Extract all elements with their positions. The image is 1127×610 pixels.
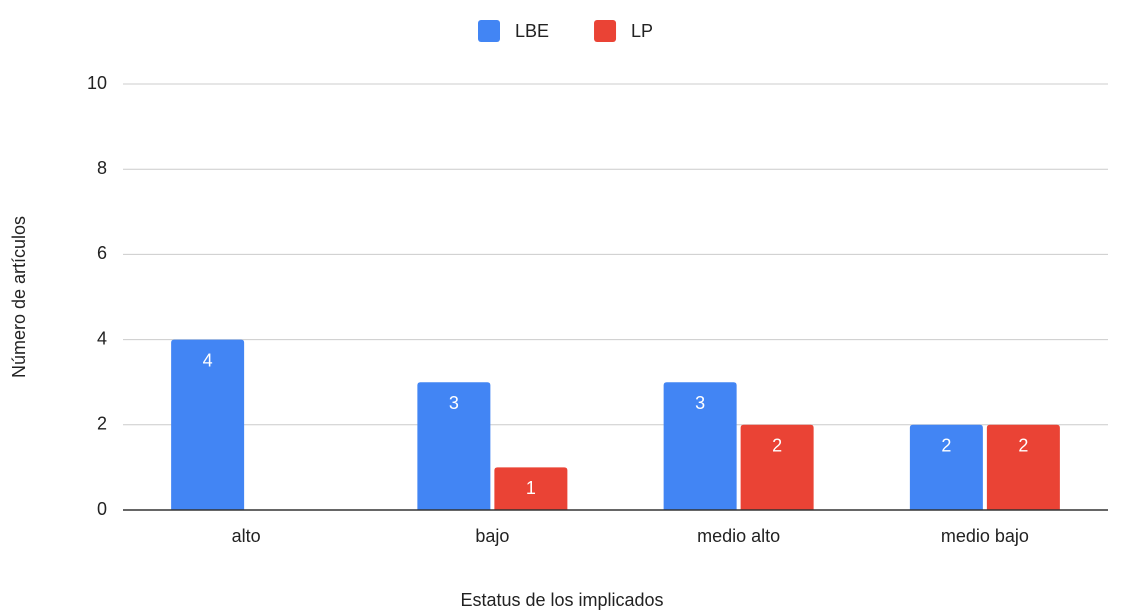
legend-label: LBE: [515, 21, 549, 41]
bar: [740, 424, 814, 510]
value-label: 2: [1018, 436, 1028, 456]
x-tick-label: medio alto: [697, 526, 780, 546]
value-label: 2: [772, 436, 782, 456]
bar: [663, 382, 737, 510]
y-tick-label: 10: [87, 73, 107, 93]
y-tick-label: 2: [97, 414, 107, 434]
value-label: 4: [203, 350, 213, 370]
legend-label: LP: [631, 21, 653, 41]
y-tick-label: 0: [97, 499, 107, 519]
legend-swatch: [594, 20, 617, 42]
y-tick-label: 4: [97, 328, 107, 348]
y-axis-title: Número de artículos: [9, 216, 29, 378]
bar: [417, 382, 491, 510]
bar: [494, 467, 568, 510]
x-tick-label: alto: [232, 526, 261, 546]
value-label: 1: [526, 478, 536, 498]
x-tick-label: medio bajo: [941, 526, 1029, 546]
bar: [171, 339, 245, 510]
bar: [909, 424, 983, 510]
x-axis-title: Estatus de los implicados: [460, 590, 663, 610]
y-tick-label: 6: [97, 243, 107, 263]
value-label: 2: [941, 436, 951, 456]
x-tick-label: bajo: [475, 526, 509, 546]
bar: [986, 424, 1060, 510]
legend-swatch: [478, 20, 500, 42]
value-label: 3: [695, 393, 705, 413]
value-label: 3: [449, 393, 459, 413]
y-tick-label: 8: [97, 158, 107, 178]
